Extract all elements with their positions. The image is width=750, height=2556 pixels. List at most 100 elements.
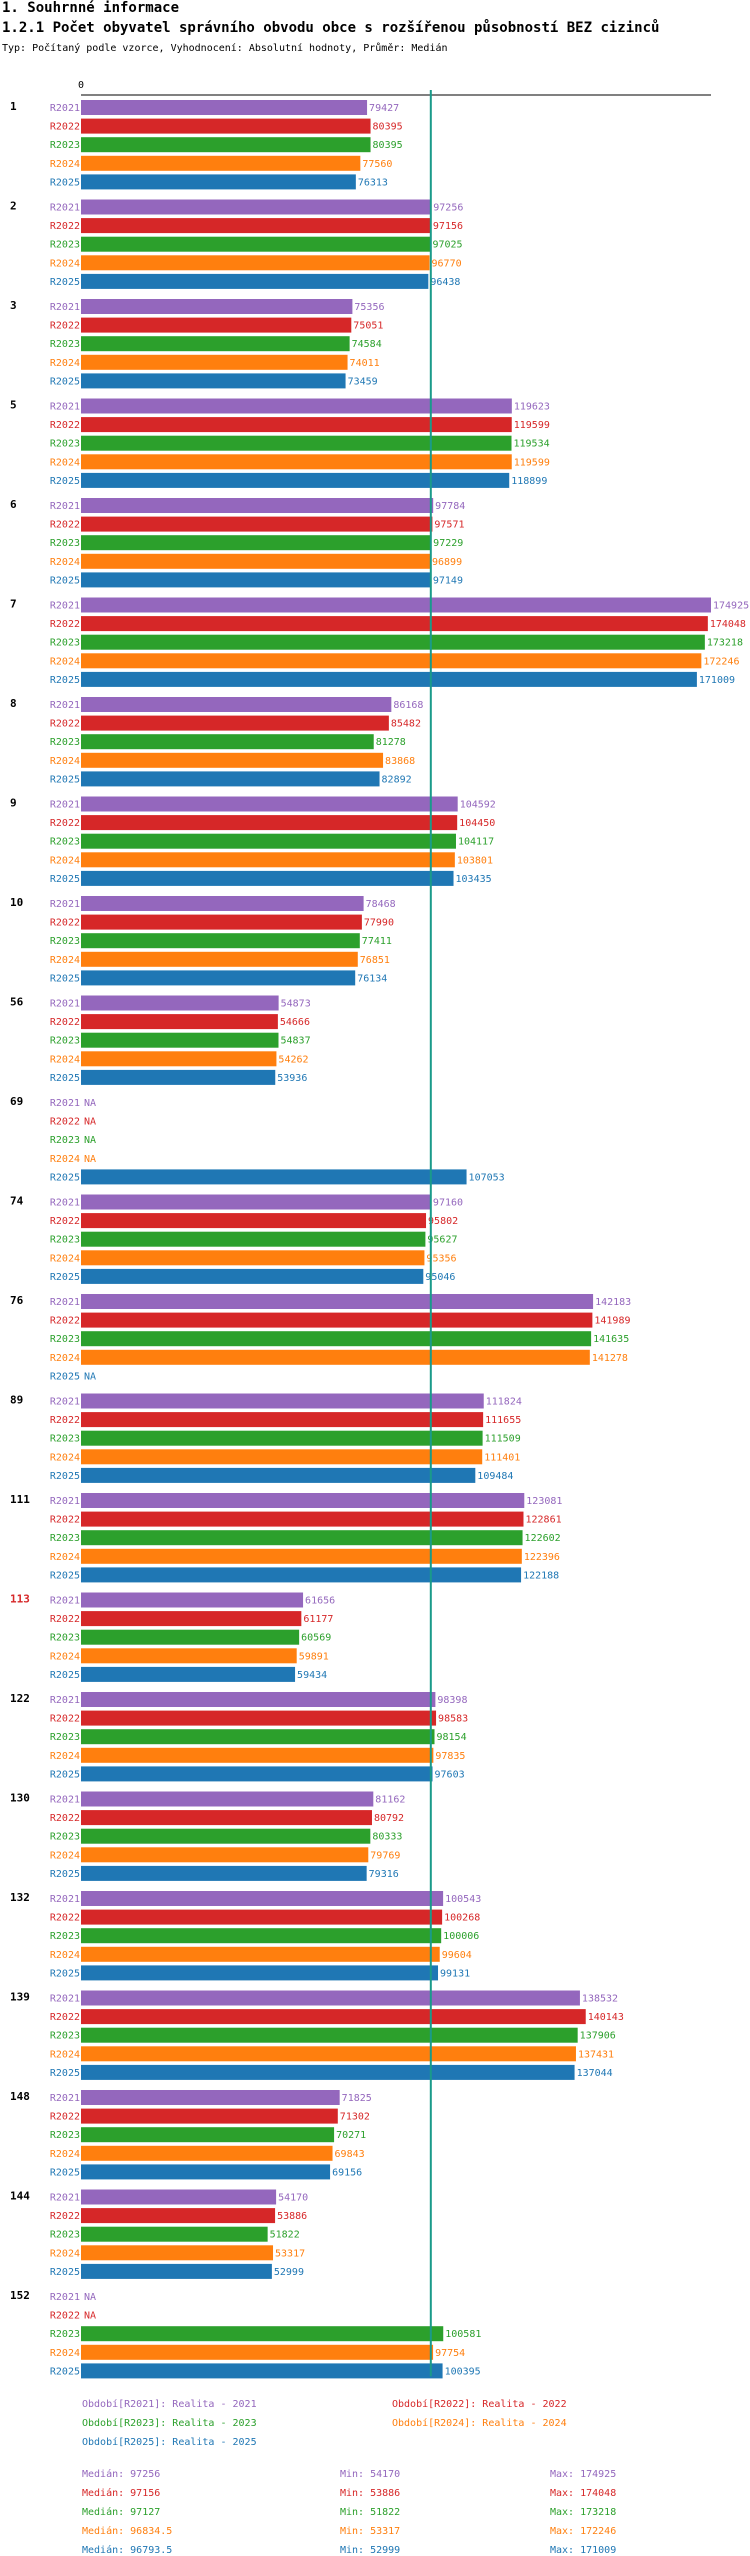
bar <box>81 1449 483 1465</box>
bar-value-label: 140143 <box>588 2012 624 2023</box>
series-label: R2022 <box>50 1913 80 1924</box>
series-label: R2025 <box>50 874 80 885</box>
bar <box>81 1493 525 1508</box>
bar <box>81 2189 277 2205</box>
bar-value-label: 69156 <box>332 2167 362 2178</box>
series-label: R2022 <box>50 1017 80 1028</box>
series-label: R2024 <box>50 457 80 468</box>
series-label: R2024 <box>50 1253 80 1264</box>
series-label: R2021 <box>50 402 80 413</box>
series-label: R2022 <box>50 1216 80 1227</box>
bar-value-label: 80792 <box>374 1813 404 1824</box>
bar-na-label: NA <box>84 2311 96 2322</box>
bar-value-label: 60569 <box>301 1633 331 1644</box>
series-label: R2025 <box>50 1670 80 1681</box>
bar-value-label: 71825 <box>342 2093 372 2104</box>
bar <box>81 1710 437 1726</box>
bar-value-label: 95356 <box>426 1253 456 1264</box>
bar-value-label: 54170 <box>278 2193 308 2204</box>
series-label: R2025 <box>50 1371 80 1382</box>
bar-value-label: 141278 <box>592 1353 628 1364</box>
series-label: R2025 <box>50 2267 80 2278</box>
bar <box>81 970 356 986</box>
bar-value-label: 98583 <box>438 1714 468 1725</box>
series-label: R2021 <box>50 1894 80 1905</box>
category-label: 122 <box>10 1692 30 1705</box>
bar <box>81 2245 274 2261</box>
bar-value-label: 97160 <box>433 1198 463 1209</box>
category-label: 69 <box>10 1095 23 1108</box>
bar-value-label: 98154 <box>437 1732 467 1743</box>
category-label: 130 <box>10 1792 30 1805</box>
series-label: R2024 <box>50 1552 80 1563</box>
series-label: R2021 <box>50 2093 80 2104</box>
series-label: R2025 <box>50 1570 80 1581</box>
bar-value-label: 96438 <box>430 277 460 288</box>
bar-value-label: 122188 <box>523 1570 559 1581</box>
x-tick-label: 0 <box>78 80 84 91</box>
series-label: R2021 <box>50 899 80 910</box>
bar-value-label: 99604 <box>442 1950 472 1961</box>
series-label: R2022 <box>50 619 80 630</box>
bar-value-label: 78468 <box>366 899 396 910</box>
series-label: R2025 <box>50 1073 80 1084</box>
series-label: R2024 <box>50 1751 80 1762</box>
bar-value-label: 142183 <box>595 1297 631 1308</box>
bar <box>81 752 384 768</box>
series-label: R2023 <box>50 638 80 649</box>
legend-stat-r2023-max: Max: 173218 <box>550 2507 617 2518</box>
bar-value-label: 52999 <box>274 2267 304 2278</box>
series-label: R2022 <box>50 1117 80 1128</box>
bar <box>81 1666 296 1682</box>
legend-stat-r2024-min: Min: 53317 <box>340 2526 401 2537</box>
bar-na-label: NA <box>84 2292 96 2303</box>
legend-entry-r2022: Období[R2022]: Realita - 2022 <box>392 2399 567 2410</box>
series-label: R2022 <box>50 2112 80 2123</box>
bar-value-label: 100543 <box>445 1894 481 1905</box>
series-label: R2021 <box>50 501 80 512</box>
series-label: R2023 <box>50 1732 80 1743</box>
bar <box>81 155 361 171</box>
category-label: 89 <box>10 1394 23 1407</box>
bar <box>81 1250 425 1266</box>
bar-value-label: 97025 <box>432 240 462 251</box>
series-label: R2023 <box>50 2230 80 2241</box>
series-label: R2024 <box>50 2248 80 2259</box>
bar <box>81 1747 434 1763</box>
bar-value-label: 80333 <box>372 1832 402 1843</box>
legend-stat-r2022-min: Min: 53886 <box>340 2488 401 2499</box>
category-label: 144 <box>10 2190 30 2203</box>
legend-stat-r2025-min: Min: 52999 <box>340 2545 401 2556</box>
bar-value-label: 75051 <box>353 321 383 332</box>
bar-value-label: 97256 <box>433 203 463 214</box>
series-label: R2025 <box>50 1769 80 1780</box>
bar <box>81 1810 372 1826</box>
series-label: R2021 <box>50 2193 80 2204</box>
bar-value-label: 104450 <box>459 818 495 829</box>
bar <box>81 697 392 712</box>
bar-value-label: 111401 <box>484 1452 520 1463</box>
category-label: 148 <box>10 2090 30 2103</box>
bar-value-label: 137044 <box>577 2068 613 2079</box>
legend-stat-r2022-median: Medián: 97156 <box>82 2488 161 2499</box>
series-label: R2023 <box>50 1135 80 1146</box>
legend-stat-r2025-max: Max: 171009 <box>550 2545 617 2556</box>
category-label: 56 <box>10 996 24 1009</box>
series-label: R2025 <box>50 2167 80 2178</box>
series-label: R2023 <box>50 439 80 450</box>
series-label: R2024 <box>50 1452 80 1463</box>
bar-value-label: 171009 <box>699 675 735 686</box>
series-label: R2023 <box>50 140 80 151</box>
bar <box>81 137 371 153</box>
bar <box>81 472 510 488</box>
bar-value-label: 111655 <box>485 1415 521 1426</box>
series-label: R2025 <box>50 277 80 288</box>
series-label: R2025 <box>50 973 80 984</box>
bar <box>81 734 374 750</box>
bar-value-label: 122861 <box>525 1515 561 1526</box>
series-label: R2023 <box>50 1931 80 1942</box>
bar <box>81 516 433 532</box>
legend-stat-r2025-median: Medián: 96793.5 <box>82 2545 173 2556</box>
bar-value-label: 97754 <box>435 2348 465 2359</box>
